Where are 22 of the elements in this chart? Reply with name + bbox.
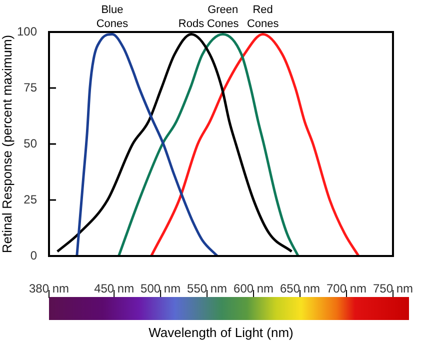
x-tick-label: 450 nm [94, 282, 134, 296]
x-tick-label: 650 nm [280, 282, 320, 296]
y-tick-label: 50 [24, 136, 38, 150]
line-series [150, 32, 360, 256]
line-series [76, 32, 219, 256]
y-tick-label: 100 [16, 24, 38, 38]
x-tick-label: 700 nm [326, 282, 367, 296]
y-tick-label: 25 [24, 192, 38, 206]
line-series [117, 32, 300, 256]
x-axis-title: Wavelength of Light (nm) [148, 325, 294, 340]
y-axis-title: Retinal Response (percent maximum) [0, 34, 14, 254]
series-label: Rods [178, 18, 205, 30]
x-tick-label: 600 nm [234, 282, 274, 296]
series-label: Green Cones [206, 4, 240, 30]
y-tick-label: 0 [30, 248, 38, 262]
x-tick-label: 550 nm [187, 282, 228, 296]
x-tick-label: 380 nm [28, 282, 70, 296]
series-label: Red Cones [246, 4, 280, 30]
x-tick-label: 500 nm [140, 282, 181, 296]
series-label: Blue Cones [96, 4, 129, 30]
x-tick-label: 750 nm [372, 282, 414, 296]
y-tick-label: 75 [24, 80, 38, 94]
